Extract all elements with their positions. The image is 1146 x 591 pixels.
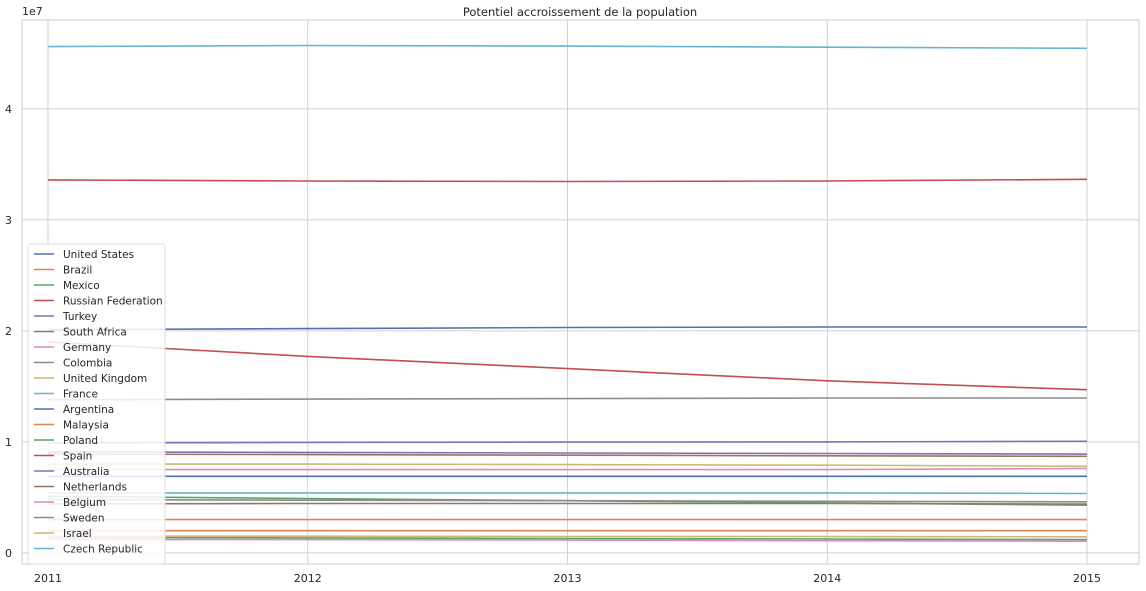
series-line-colombia (47, 397, 1087, 401)
x-tick-label: 2013 (554, 572, 582, 585)
series-line-germany (48, 467, 1088, 471)
plot-area (21, 19, 1140, 565)
legend-entry-label: Turkey (62, 311, 97, 323)
legend: United States Brazil Mexico Russian Federat… (27, 243, 166, 565)
legend-entry-label: Argentina (63, 404, 114, 416)
series-line-belgium (48, 538, 1088, 543)
y-tick-label: 0 (5, 547, 12, 560)
legend-entry-label: Brazil (63, 265, 92, 277)
series-line-czech-republic (47, 44, 1088, 50)
series-line-netherlands (47, 453, 1088, 458)
legend-entry-label: Czech Republic (63, 544, 143, 556)
legend-entry-label: United Kingdom (63, 373, 147, 385)
legend-entry-label: France (63, 389, 98, 401)
x-tick-label: 2011 (34, 572, 62, 585)
legend-entry-label: Mexico (63, 280, 100, 292)
y-tick-label: 4 (5, 103, 12, 116)
legend-entry-label: United States (63, 249, 134, 261)
legend-entry-label: Australia (63, 466, 109, 478)
legend-entry-label: Malaysia (63, 420, 109, 432)
x-tick-label: 2014 (813, 572, 841, 585)
legend-box (27, 243, 166, 565)
legend-entry-label: Germany (63, 342, 111, 354)
y-axis-ticks: 0 1 2 3 4 (5, 103, 12, 560)
y-tick-label: 3 (5, 214, 12, 227)
series-line-united-states (47, 326, 1087, 331)
legend-entry-label: Russian Federation (63, 296, 163, 308)
series-line-australia (47, 451, 1088, 455)
chart-title: Potentiel accroissement de la population (463, 5, 697, 19)
legend-entry-label: Spain (63, 451, 92, 463)
series-line-israel (48, 535, 1088, 538)
series-line-spain (47, 178, 1088, 183)
series-line-poland (47, 536, 1088, 541)
series-lines (47, 44, 1088, 543)
x-tick-label: 2012 (294, 572, 322, 585)
x-axis-ticks: 2011 2012 2013 2014 2015 (34, 572, 1101, 585)
legend-entry-label: Netherlands (63, 482, 127, 494)
series-line-france (48, 492, 1088, 495)
legend-entry-label: Sweden (63, 513, 105, 525)
legend-entry-label: Belgium (63, 497, 106, 509)
series-line-russian-federation (47, 341, 1088, 391)
legend-entry-label: Israel (63, 528, 92, 540)
legend-entry-label: Colombia (63, 358, 112, 370)
legend-entry-label: Poland (63, 435, 98, 447)
series-line-sweden (47, 498, 1088, 503)
legend-entry-label: South Africa (63, 327, 127, 339)
series-line-united-kingdom (48, 463, 1088, 468)
x-tick-label: 2015 (1073, 572, 1101, 585)
y-offset-label: 1e7 (22, 5, 43, 18)
series-line-south-africa (47, 502, 1088, 505)
y-tick-label: 1 (5, 436, 12, 449)
series-line-turkey (47, 440, 1088, 444)
y-tick-label: 2 (5, 325, 12, 338)
